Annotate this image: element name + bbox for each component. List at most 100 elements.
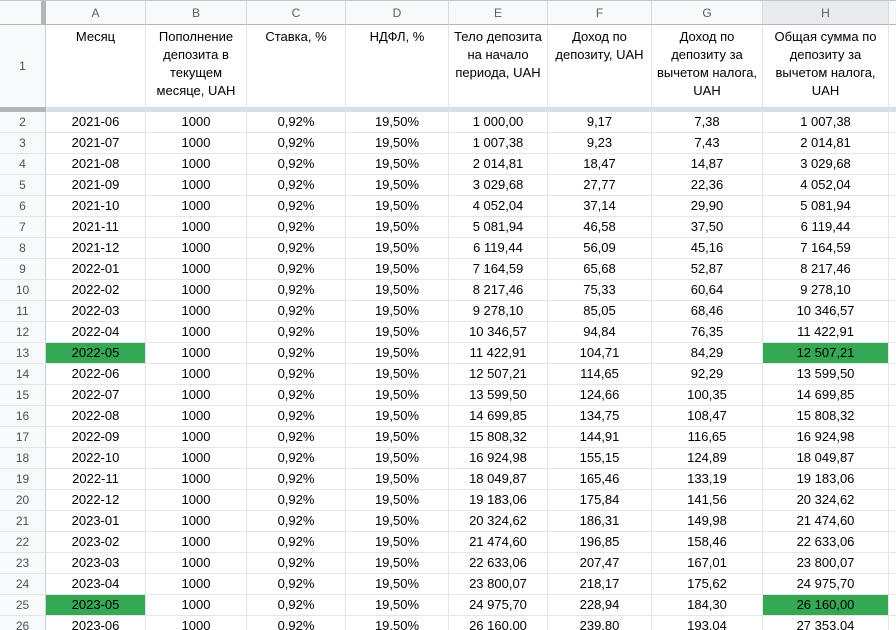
cell-E19[interactable]: 18 049,87 <box>449 469 548 490</box>
cell-H26[interactable]: 27 353,04 <box>763 616 889 630</box>
column-header-H[interactable]: H <box>763 1 889 25</box>
cell-A7[interactable]: 2021-11 <box>46 217 146 238</box>
column-header-partial[interactable] <box>889 1 896 25</box>
cell-partial-16[interactable] <box>889 406 896 427</box>
cell-D24[interactable]: 19,50% <box>346 574 449 595</box>
row-header-17[interactable]: 17 <box>0 427 46 448</box>
cell-partial-7[interactable] <box>889 217 896 238</box>
cell-A3[interactable]: 2021-07 <box>46 133 146 154</box>
cell-E15[interactable]: 13 599,50 <box>449 385 548 406</box>
column-header-D[interactable]: D <box>346 1 449 25</box>
cell-D3[interactable]: 19,50% <box>346 133 449 154</box>
cell-B7[interactable]: 1000 <box>146 217 247 238</box>
cell-A25[interactable]: 2023-05 <box>46 595 146 616</box>
cell-F1[interactable]: Доход по депозиту, UAH <box>548 25 652 107</box>
cell-G2[interactable]: 7,38 <box>652 112 763 133</box>
cell-E3[interactable]: 1 007,38 <box>449 133 548 154</box>
cell-A21[interactable]: 2023-01 <box>46 511 146 532</box>
cell-B2[interactable]: 1000 <box>146 112 247 133</box>
column-header-F[interactable]: F <box>548 1 652 25</box>
cell-A5[interactable]: 2021-09 <box>46 175 146 196</box>
row-header-12[interactable]: 12 <box>0 322 46 343</box>
cell-B8[interactable]: 1000 <box>146 238 247 259</box>
cell-B25[interactable]: 1000 <box>146 595 247 616</box>
cell-B4[interactable]: 1000 <box>146 154 247 175</box>
cell-partial-5[interactable] <box>889 175 896 196</box>
cell-A14[interactable]: 2022-06 <box>46 364 146 385</box>
row-header-20[interactable]: 20 <box>0 490 46 511</box>
cell-C2[interactable]: 0,92% <box>247 112 346 133</box>
cell-F25[interactable]: 228,94 <box>548 595 652 616</box>
cell-H10[interactable]: 9 278,10 <box>763 280 889 301</box>
cell-E11[interactable]: 9 278,10 <box>449 301 548 322</box>
cell-F2[interactable]: 9,17 <box>548 112 652 133</box>
cell-E14[interactable]: 12 507,21 <box>449 364 548 385</box>
cell-G20[interactable]: 141,56 <box>652 490 763 511</box>
cell-C13[interactable]: 0,92% <box>247 343 346 364</box>
cell-C25[interactable]: 0,92% <box>247 595 346 616</box>
cell-partial-20[interactable] <box>889 490 896 511</box>
cell-C8[interactable]: 0,92% <box>247 238 346 259</box>
cell-B14[interactable]: 1000 <box>146 364 247 385</box>
cell-F18[interactable]: 155,15 <box>548 448 652 469</box>
cell-E7[interactable]: 5 081,94 <box>449 217 548 238</box>
row-header-23[interactable]: 23 <box>0 553 46 574</box>
cell-F26[interactable]: 239,80 <box>548 616 652 630</box>
cell-F15[interactable]: 124,66 <box>548 385 652 406</box>
cell-G22[interactable]: 158,46 <box>652 532 763 553</box>
row-header-26[interactable]: 26 <box>0 616 46 630</box>
cell-C7[interactable]: 0,92% <box>247 217 346 238</box>
cell-D12[interactable]: 19,50% <box>346 322 449 343</box>
cell-H21[interactable]: 21 474,60 <box>763 511 889 532</box>
cell-F16[interactable]: 134,75 <box>548 406 652 427</box>
cell-G16[interactable]: 108,47 <box>652 406 763 427</box>
cell-C18[interactable]: 0,92% <box>247 448 346 469</box>
cell-partial-8[interactable] <box>889 238 896 259</box>
cell-partial-18[interactable] <box>889 448 896 469</box>
cell-E2[interactable]: 1 000,00 <box>449 112 548 133</box>
cell-F3[interactable]: 9,23 <box>548 133 652 154</box>
cell-A24[interactable]: 2023-04 <box>46 574 146 595</box>
cell-G26[interactable]: 193,04 <box>652 616 763 630</box>
row-header-6[interactable]: 6 <box>0 196 46 217</box>
cell-F6[interactable]: 37,14 <box>548 196 652 217</box>
cell-G15[interactable]: 100,35 <box>652 385 763 406</box>
cell-E26[interactable]: 26 160,00 <box>449 616 548 630</box>
cell-H18[interactable]: 18 049,87 <box>763 448 889 469</box>
cell-D19[interactable]: 19,50% <box>346 469 449 490</box>
row-header-2[interactable]: 2 <box>0 112 46 133</box>
cell-B10[interactable]: 1000 <box>146 280 247 301</box>
cell-C10[interactable]: 0,92% <box>247 280 346 301</box>
cell-C14[interactable]: 0,92% <box>247 364 346 385</box>
column-header-A[interactable]: A <box>46 1 146 25</box>
cell-G4[interactable]: 14,87 <box>652 154 763 175</box>
cell-C19[interactable]: 0,92% <box>247 469 346 490</box>
cell-partial-15[interactable] <box>889 385 896 406</box>
cell-partial-3[interactable] <box>889 133 896 154</box>
cell-A22[interactable]: 2023-02 <box>46 532 146 553</box>
cell-E25[interactable]: 24 975,70 <box>449 595 548 616</box>
cell-H22[interactable]: 22 633,06 <box>763 532 889 553</box>
cell-G12[interactable]: 76,35 <box>652 322 763 343</box>
cell-E8[interactable]: 6 119,44 <box>449 238 548 259</box>
cell-F14[interactable]: 114,65 <box>548 364 652 385</box>
cell-B11[interactable]: 1000 <box>146 301 247 322</box>
cell-G13[interactable]: 84,29 <box>652 343 763 364</box>
cell-H1[interactable]: Общая сумма по депозиту за вычетом налог… <box>763 25 889 107</box>
frozen-row-handle[interactable] <box>0 107 46 112</box>
row-header-25[interactable]: 25 <box>0 595 46 616</box>
row-header-15[interactable]: 15 <box>0 385 46 406</box>
cell-E13[interactable]: 11 422,91 <box>449 343 548 364</box>
cell-B17[interactable]: 1000 <box>146 427 247 448</box>
cell-partial-9[interactable] <box>889 259 896 280</box>
select-all-corner[interactable] <box>0 1 41 25</box>
cell-G8[interactable]: 45,16 <box>652 238 763 259</box>
cell-D15[interactable]: 19,50% <box>346 385 449 406</box>
cell-A9[interactable]: 2022-01 <box>46 259 146 280</box>
row-header-22[interactable]: 22 <box>0 532 46 553</box>
cell-H16[interactable]: 15 808,32 <box>763 406 889 427</box>
cell-C17[interactable]: 0,92% <box>247 427 346 448</box>
cell-H4[interactable]: 3 029,68 <box>763 154 889 175</box>
cell-G23[interactable]: 167,01 <box>652 553 763 574</box>
row-header-9[interactable]: 9 <box>0 259 46 280</box>
